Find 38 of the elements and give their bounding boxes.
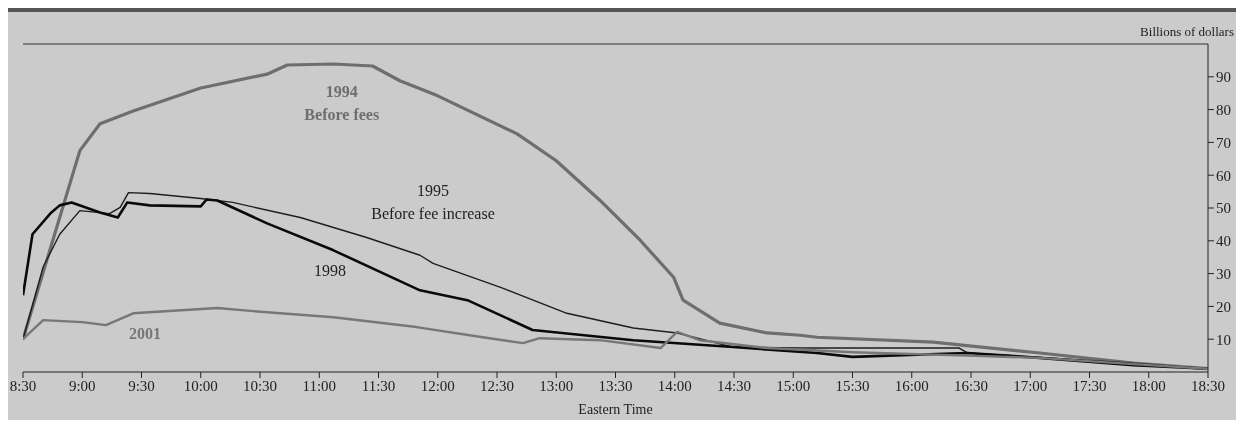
annotation: Before fee increase (371, 205, 495, 223)
x-tick-label: 12:30 (479, 377, 515, 394)
y-axis-title: Billions of dollars (1140, 24, 1234, 40)
x-tick-label: 9:30 (128, 377, 155, 394)
x-tick-label: 12:00 (420, 377, 455, 394)
x-tick-label: 8:30 (9, 377, 37, 394)
x-tick-label: 16:00 (894, 377, 929, 394)
x-tick-label: 17:30 (1072, 377, 1107, 394)
series-label: 1994 (325, 82, 358, 100)
series-label: 2001 (129, 324, 162, 342)
x-tick-label: 18:30 (1190, 377, 1226, 394)
y-tick-label: 90 (1216, 69, 1231, 86)
y-tick-label: 30 (1216, 265, 1231, 282)
y-tick-label: 80 (1216, 101, 1231, 118)
y-tick-label: 50 (1216, 200, 1231, 217)
y-tick-label: 10 (1216, 331, 1231, 348)
text: 1995 (417, 182, 450, 200)
x-tick-label: 14:00 (657, 377, 692, 394)
x-tick-label: 15:00 (776, 377, 811, 394)
y-tick-label: 20 (1216, 298, 1231, 315)
x-tick-label: 10:30 (242, 377, 278, 394)
x-tick-label: 14:30 (716, 377, 752, 394)
x-tick-label: 13:30 (598, 377, 633, 394)
x-tick-label: 11:00 (302, 377, 337, 394)
x-axis-title: Eastern Time (578, 402, 653, 417)
x-tick-label: 17:00 (1013, 377, 1048, 394)
series-label: 1998 (313, 262, 346, 279)
annotation: Before fees (304, 105, 380, 123)
y-tick-label: 40 (1216, 233, 1231, 250)
x-tick-label: 10:00 (183, 377, 218, 394)
x-tick-label: 9:00 (68, 377, 96, 394)
x-tick-label: 15:30 (835, 377, 870, 394)
y-tick-label: 70 (1216, 134, 1231, 151)
x-tick-label: 18:00 (1131, 377, 1166, 394)
x-tick-label: 11:30 (361, 377, 396, 394)
y-tick-label: 60 (1216, 167, 1231, 184)
x-tick-label: 13:00 (539, 377, 574, 394)
x-tick-label: 16:30 (953, 377, 989, 394)
